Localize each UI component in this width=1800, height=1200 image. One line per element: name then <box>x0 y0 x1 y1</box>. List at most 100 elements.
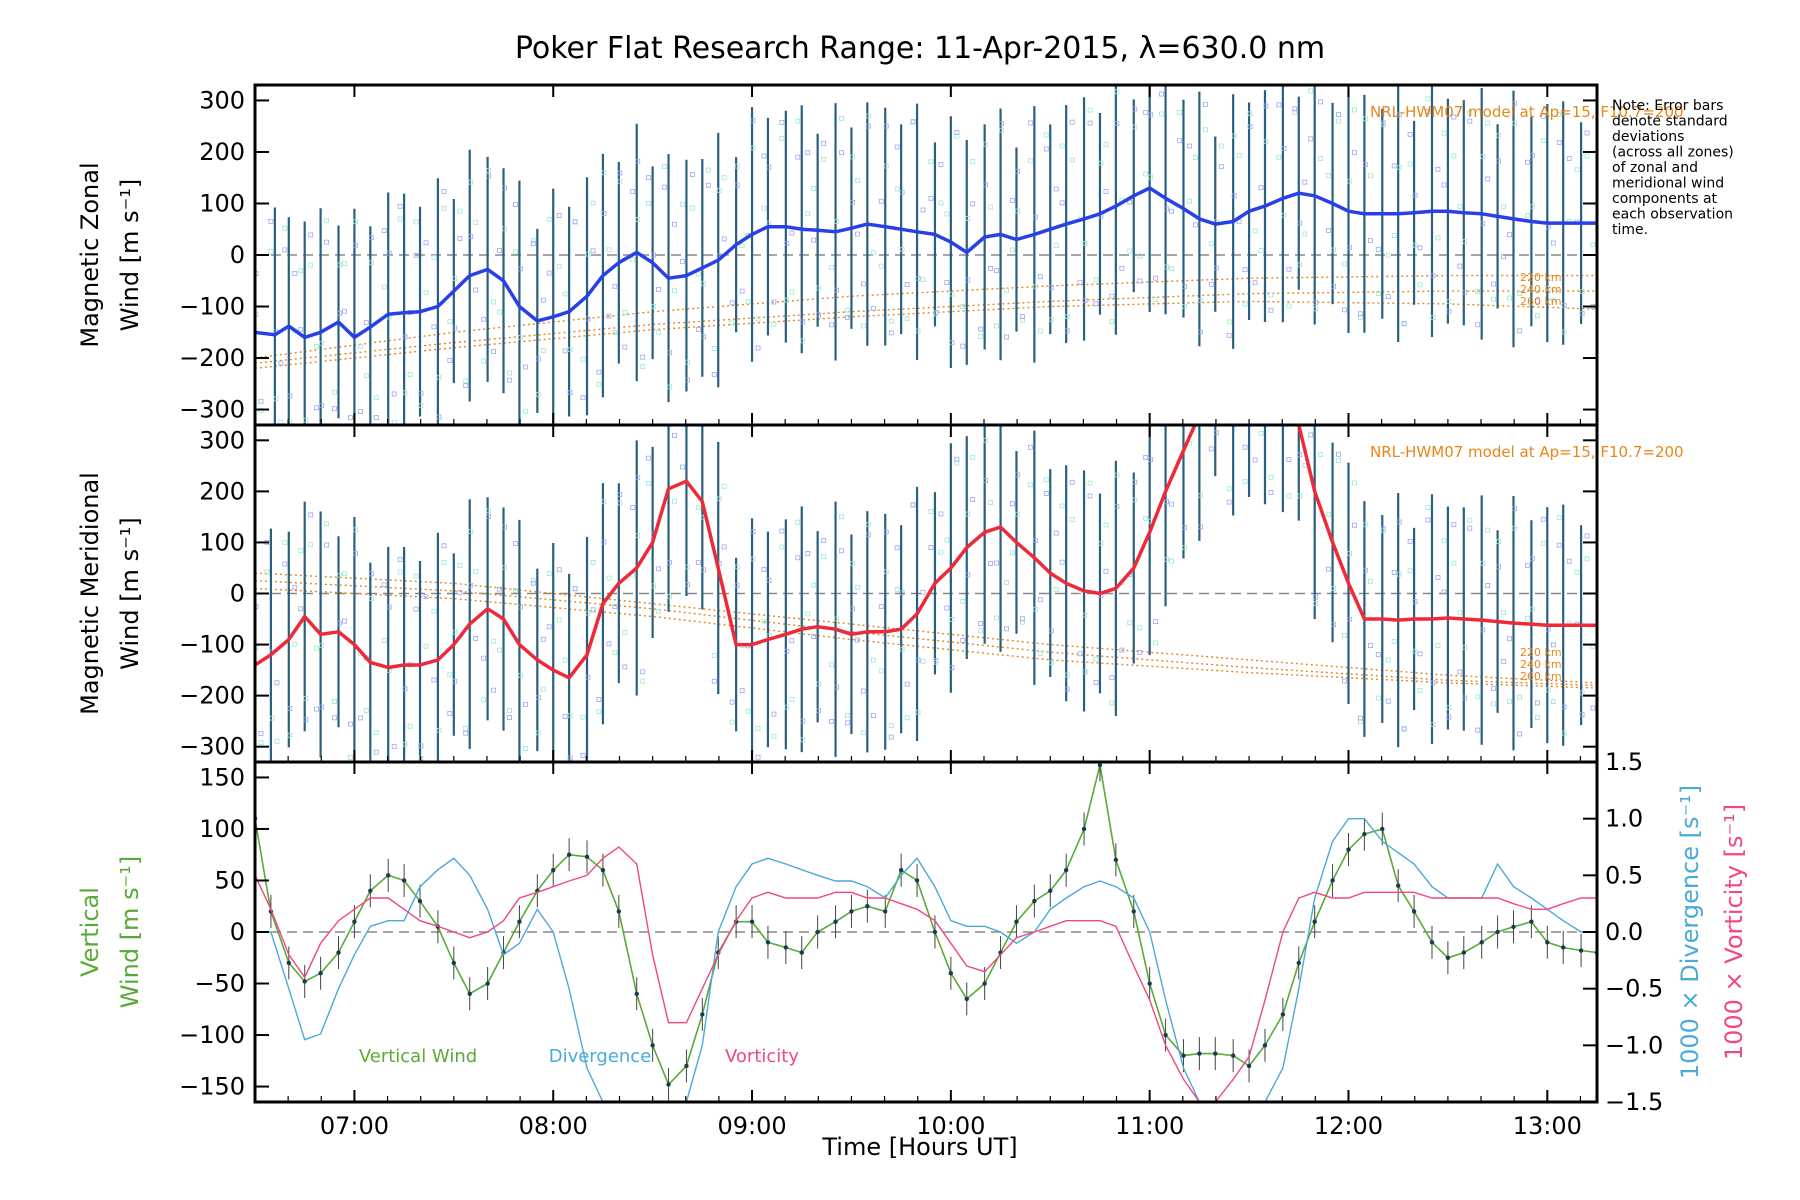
plot-area <box>255 85 1605 425</box>
zone-sample <box>298 606 304 612</box>
zone-sample <box>771 711 777 717</box>
zone-sample <box>635 158 641 164</box>
zone-sample <box>695 271 701 277</box>
zone-sample <box>1601 132 1605 136</box>
zone-sample <box>834 616 839 622</box>
zone-sample <box>1219 310 1223 314</box>
zone-sample <box>486 508 492 514</box>
zone-sample <box>983 437 989 443</box>
zone-sample <box>1475 694 1481 700</box>
zone-sample <box>1517 731 1522 737</box>
zone-sample <box>949 617 955 622</box>
zone-sample <box>1137 625 1143 631</box>
zone-sample <box>920 658 926 664</box>
zone-sample <box>1015 511 1020 517</box>
vertical-wind-point <box>1578 948 1584 953</box>
zone-sample <box>1529 203 1535 209</box>
vertical-wind-line <box>255 764 1597 1086</box>
vertical-wind-point <box>684 1063 689 1069</box>
zone-sample <box>567 390 573 395</box>
y-right-tick-label: −1.5 <box>1605 1088 1663 1116</box>
zone-sample <box>1187 386 1191 390</box>
zone-sample <box>1148 112 1154 118</box>
zone-sample <box>1396 165 1402 170</box>
zone-sample <box>381 284 387 290</box>
zone-sample <box>513 249 518 255</box>
vertical-wind-point <box>833 919 838 924</box>
zone-sample <box>314 343 320 349</box>
zone-sample <box>999 121 1004 127</box>
zone-sample <box>1132 124 1138 130</box>
zone-sample <box>507 370 512 376</box>
zone-sample <box>904 715 910 721</box>
vertical-wind-point <box>1330 878 1335 883</box>
y-tick-label: 300 <box>199 86 245 114</box>
zone-sample <box>1182 545 1187 550</box>
note-line: each observation <box>1612 207 1733 223</box>
zone-sample <box>1208 446 1214 452</box>
zone-sample <box>994 268 999 274</box>
zone-sample <box>1512 101 1517 106</box>
zone-sample <box>1534 298 1540 304</box>
vertical-wind-point <box>1197 1051 1202 1056</box>
zone-sample <box>1069 479 1075 485</box>
zone-sample <box>784 648 790 654</box>
zone-sample <box>1517 694 1522 700</box>
zone-sample <box>789 230 795 236</box>
y-tick-label: −300 <box>179 733 245 761</box>
zone-sample <box>622 664 628 670</box>
zone-sample <box>721 175 727 181</box>
zone-sample <box>1127 620 1133 626</box>
zone-sample <box>779 544 785 550</box>
zone-sample <box>606 247 612 253</box>
zone-sample <box>413 252 419 258</box>
zone-sample <box>1435 235 1441 241</box>
zone-sample <box>1282 404 1286 408</box>
zone-sample <box>617 170 623 176</box>
zone-sample <box>811 634 817 639</box>
zone-sample <box>274 680 280 686</box>
zone-sample <box>1336 118 1341 124</box>
zone-sample <box>1213 265 1219 271</box>
zone-sample <box>606 575 612 581</box>
note-line: denote standard <box>1612 114 1728 130</box>
zone-sample <box>938 511 944 517</box>
zone-sample <box>622 309 628 315</box>
zone-sample <box>1545 285 1551 291</box>
zone-sample <box>287 732 293 738</box>
zone-sample <box>1556 515 1562 520</box>
zone-sample <box>850 561 855 567</box>
zone-sample <box>463 726 469 731</box>
zone-sample <box>1032 606 1038 612</box>
vertical-wind-point <box>1181 1053 1186 1058</box>
zone-sample <box>423 643 429 649</box>
vertical-wind-point <box>467 991 472 997</box>
zone-sample <box>1336 458 1341 464</box>
zone-sample <box>287 393 293 399</box>
zone-sample <box>1037 328 1043 334</box>
zone-sample <box>933 311 939 317</box>
zone-sample <box>640 364 646 369</box>
zone-sample <box>1197 329 1203 335</box>
zone-sample <box>1485 583 1491 588</box>
model-curve-3 <box>255 300 1597 369</box>
zone-sample <box>342 260 347 266</box>
zone-sample <box>938 549 944 555</box>
zone-sample <box>1177 353 1181 357</box>
zone-sample <box>358 409 363 414</box>
zone-sample <box>1485 120 1491 126</box>
zone-sample <box>1252 280 1258 286</box>
zone-sample <box>1362 116 1368 122</box>
zone-sample <box>695 560 701 566</box>
zone-sample <box>1385 252 1391 258</box>
zone-sample <box>1268 292 1274 298</box>
zone-sample <box>518 335 523 340</box>
zone-sample <box>663 376 667 380</box>
zone-sample <box>1004 626 1009 632</box>
vertical-wind-point <box>1048 888 1053 893</box>
zone-sample <box>1574 167 1580 173</box>
zone-sample <box>933 659 939 665</box>
vertical-wind-point <box>932 929 938 935</box>
y-tick-label: 100 <box>199 528 245 556</box>
zone-sample <box>1232 362 1236 366</box>
